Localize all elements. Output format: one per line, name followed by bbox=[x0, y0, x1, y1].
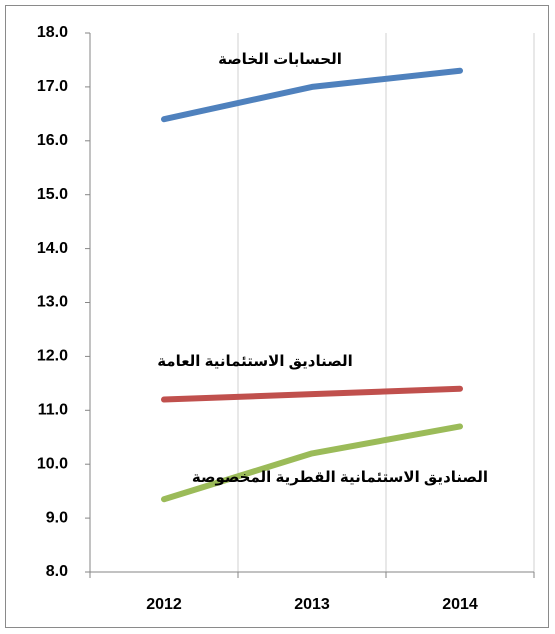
series-line bbox=[161, 67, 463, 123]
series-line bbox=[161, 385, 463, 403]
y-tick-label: 18.0 bbox=[37, 24, 68, 41]
y-tick-label: 9.0 bbox=[46, 509, 68, 526]
series-line bbox=[161, 423, 463, 503]
y-tick-label: 17.0 bbox=[37, 78, 68, 95]
y-tick-label: 16.0 bbox=[37, 132, 68, 149]
y-tick-label: 14.0 bbox=[37, 240, 68, 257]
series-label: الحسابات الخاصة bbox=[218, 51, 342, 68]
x-tick-label: 2014 bbox=[442, 596, 478, 613]
y-tick-label: 13.0 bbox=[37, 294, 68, 311]
chart-border bbox=[5, 5, 549, 628]
y-tick-label: 12.0 bbox=[37, 348, 68, 365]
y-tick-label: 8.0 bbox=[46, 563, 68, 580]
x-tick-label: 2012 bbox=[146, 596, 182, 613]
x-tick-label: 2013 bbox=[294, 596, 330, 613]
series-label: الصناديق الاستئمانية القطرية المخصوصة bbox=[192, 469, 488, 486]
y-tick-label: 15.0 bbox=[37, 186, 68, 203]
y-tick-label: 11.0 bbox=[38, 402, 68, 419]
y-tick-label: 10.0 bbox=[37, 455, 68, 472]
series-label: الصناديق الاستئمانية العامة bbox=[157, 353, 353, 370]
